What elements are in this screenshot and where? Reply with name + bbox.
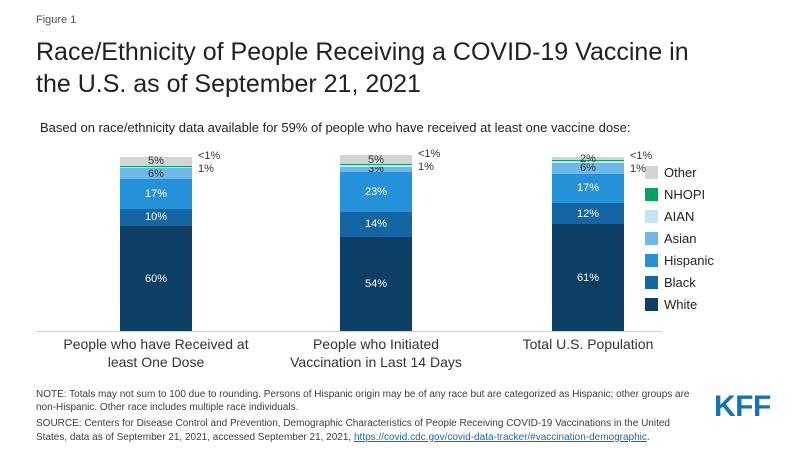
segment-value-label: 12% [576, 207, 600, 220]
stacked-bar-chart: Other NHOPI AIAN Asian Hispanic Black White 60… [0, 145, 800, 380]
outside-value-label: <1% [418, 148, 441, 161]
segment-value-label: 2% [580, 152, 596, 165]
bar-segment-black: 14% [340, 212, 412, 237]
segment-value-label: 17% [144, 187, 168, 200]
legend-item-asian: Asian [645, 230, 714, 246]
subtitle: Based on race/ethnicity data available f… [40, 120, 631, 135]
bar-segment-black: 10% [120, 208, 192, 226]
legend-item-other: Other [645, 164, 714, 180]
outside-value-label: 1% [630, 162, 646, 175]
category-label: People who have Received at least One Do… [63, 336, 249, 370]
bar-segment-white: 54% [340, 236, 412, 331]
outside-value-label: 1% [418, 161, 434, 174]
outside-value-label: <1% [630, 149, 653, 162]
legend-item-aian: AIAN [645, 208, 714, 224]
legend-label: NHOPI [664, 186, 706, 202]
bar-segment-hispanic: 23% [340, 171, 412, 212]
legend: Other NHOPI AIAN Asian Hispanic Black White [645, 165, 714, 319]
bar-segment-asian: 6% [120, 167, 192, 180]
segment-value-label: 54% [364, 277, 388, 290]
legend-swatch [645, 187, 658, 201]
x-axis-line [36, 331, 662, 332]
legend-swatch [645, 275, 658, 289]
segment-value-label: 17% [576, 182, 600, 195]
segment-value-label: 10% [144, 211, 168, 224]
figure-label: Figure 1 [36, 14, 77, 26]
bar-segment-asian: 6% [552, 162, 624, 175]
bar-segment-aian [340, 164, 412, 167]
segment-value-label: 5% [368, 153, 384, 166]
legend-swatch [645, 231, 658, 245]
segment-value-label: 6% [580, 162, 596, 175]
bar-segment-other: 2% [552, 153, 624, 165]
segment-value-label: 61% [576, 271, 600, 284]
legend-item-black: Black [645, 274, 714, 290]
legend-label: AIAN [664, 208, 695, 224]
bar-segment-nhopi [552, 160, 624, 162]
legend-label: Black [664, 274, 696, 290]
source-text: SOURCE: Centers for Disease Control and … [36, 417, 698, 443]
bar-segment-hispanic: 17% [120, 178, 192, 209]
category-label: People who Initiated Vaccination in Last… [290, 336, 462, 370]
segment-value-label: 14% [364, 218, 388, 231]
page-title: Race/Ethnicity of People Receiving a COV… [36, 38, 689, 98]
bar-segment-white: 60% [120, 226, 192, 331]
bar-segment-nhopi [340, 163, 412, 165]
legend-swatch [645, 297, 658, 311]
bar-segment-black: 12% [552, 203, 624, 225]
bar-segment-other: 5% [340, 153, 412, 166]
legend-label: White [664, 296, 698, 312]
bar-segment-aian [120, 166, 192, 169]
segment-value-label: 5% [148, 155, 164, 168]
category-label: Total U.S. Population [522, 336, 654, 352]
bar-segment-nhopi [120, 165, 192, 167]
legend-item-hispanic: Hispanic [645, 252, 714, 268]
outside-value-label: <1% [198, 149, 221, 162]
footnotes: NOTE: Totals may not sum to 100 due to r… [36, 388, 698, 447]
segment-value-label: 60% [144, 272, 168, 285]
legend-swatch [645, 209, 658, 223]
legend-item-nhopi: NHOPI [645, 186, 714, 202]
bar-segment-hispanic: 17% [552, 173, 624, 204]
note-text: NOTE: Totals may not sum to 100 due to r… [36, 389, 690, 414]
source-suffix: . [646, 431, 650, 443]
kff-logo: KFF [714, 390, 771, 423]
segment-value-label: 23% [364, 185, 388, 198]
outside-value-label: 1% [198, 162, 214, 175]
legend-label: Hispanic [664, 252, 714, 268]
legend-item-white: White [645, 296, 714, 312]
legend-swatch [645, 165, 658, 179]
segment-value-label: 6% [148, 167, 164, 180]
bar-segment-aian [552, 161, 624, 163]
legend-swatch [645, 253, 658, 267]
bar-segment-asian: 3% [340, 163, 412, 175]
source-prefix: SOURCE: Centers for Disease Control and … [36, 418, 670, 443]
legend-label: Other [664, 164, 697, 180]
legend-label: Asian [664, 230, 697, 246]
source-link[interactable]: https://covid.cdc.gov/covid-data-tracker… [353, 431, 647, 443]
bar-segment-white: 61% [552, 224, 624, 331]
bar-segment-other: 5% [120, 155, 192, 168]
